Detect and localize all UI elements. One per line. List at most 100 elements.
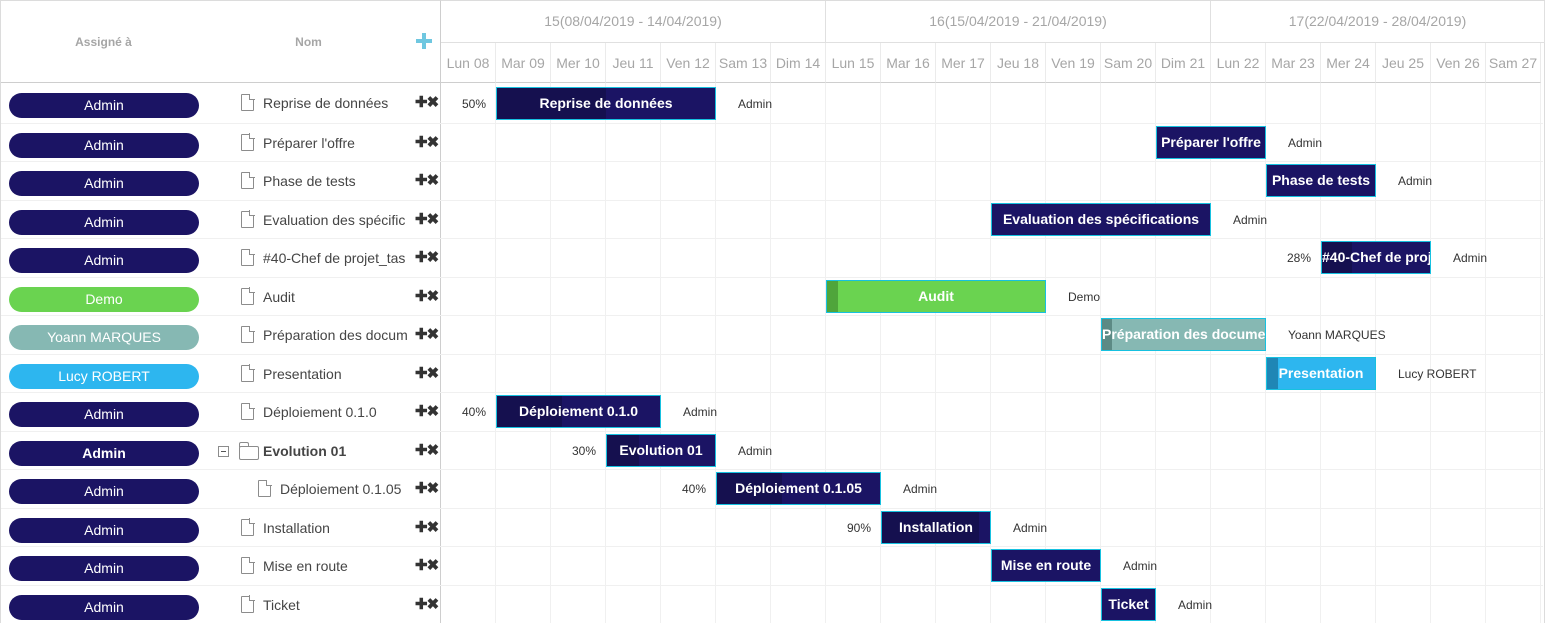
task-progress-text: 40% [461,405,486,419]
name-column-header[interactable]: Nom [295,35,322,49]
add-delete-icons[interactable]: ✚✖ [415,94,439,111]
task-bar-label: Reprise de données [539,95,673,111]
task-progress-fill [1267,357,1278,389]
task-bar[interactable]: Evolution 01 [606,433,716,467]
task-bar[interactable]: Mise en route [991,549,1101,582]
task-assignee-label: Admin [683,405,718,419]
task-bar[interactable]: Installation [881,510,991,544]
task-progress-fill [1322,242,1353,273]
row-line [441,507,1543,509]
add-delete-icons[interactable]: ✚✖ [415,287,439,305]
assignee-badge: Admin [9,171,199,196]
task-assignee-label: Admin [738,97,773,111]
task-bar[interactable]: Evaluation des spécifications [991,202,1211,236]
add-delete-icons[interactable]: ✚✖ [415,403,439,420]
grid-line [1430,83,1431,623]
task-name[interactable]: #40-Chef de projet_tas [263,250,406,266]
table-row[interactable]: Admin Phase de tests ✚✖ [1,161,441,200]
task-bar[interactable]: Préparer l'offre [1156,125,1266,159]
table-row[interactable]: Lucy ROBERT Presentation ✚✖ [1,353,441,393]
collapse-icon[interactable] [218,445,229,457]
task-name[interactable]: Préparer l'offre [263,134,355,151]
week-header: 17(22/04/2019 - 28/04/2019) [1211,1,1545,43]
plus-icon[interactable] [415,32,433,50]
task-name[interactable]: Préparation des docum [263,327,408,343]
task-assignee-label: Admin [1288,135,1323,150]
add-delete-icons[interactable]: ✚✖ [415,441,439,459]
add-delete-icons[interactable]: ✚✖ [415,557,439,574]
grid-header: Assigné à Nom [1,1,441,83]
add-delete-icons[interactable]: ✚✖ [415,326,439,343]
grid-line [770,83,771,623]
task-name[interactable]: Evolution 01 [263,442,347,459]
task-name[interactable]: Phase de tests [263,173,356,189]
task-bar[interactable]: Préparation des documents [1101,318,1266,351]
add-delete-icons[interactable]: ✚✖ [415,210,439,228]
task-progress-fill [827,280,838,312]
task-bar[interactable]: #40-Chef de projet [1321,241,1431,274]
table-row[interactable]: Admin Déploiement 0.1.05 ✚✖ [1,469,441,508]
grid-line [990,83,991,623]
task-name[interactable]: Déploiement 0.1.0 [263,404,377,420]
add-delete-icons[interactable]: ✚✖ [415,249,439,266]
task-name[interactable]: Ticket [263,596,300,613]
task-name[interactable]: Reprise de données [263,95,389,111]
file-icon [241,518,255,536]
task-bar-label: Mise en route [1000,557,1092,573]
task-name[interactable]: Evaluation des spécific [263,211,406,228]
row-line [441,315,1543,316]
task-bar[interactable]: Phase de tests [1266,164,1376,197]
day-header: Jeu 18 [991,43,1046,83]
task-progress-fill [882,511,980,543]
grid-line [935,83,936,623]
row-line [441,430,1543,432]
table-row[interactable]: Admin #40-Chef de projet_tas ✚✖ [1,238,441,277]
task-name[interactable]: Mise en route [263,558,348,574]
table-row[interactable]: Admin Evolution 01 ✚✖ [1,430,441,470]
add-delete-icons[interactable]: ✚✖ [415,518,439,536]
table-row[interactable]: Admin Ticket ✚✖ [1,584,441,623]
day-header: Jeu 11 [606,43,661,83]
file-icon [241,248,255,266]
table-row[interactable]: Admin Déploiement 0.1.0 ✚✖ [1,392,441,431]
add-delete-icons[interactable]: ✚✖ [415,133,439,151]
grid-line [550,83,551,623]
assignee-badge: Admin [9,594,199,620]
task-bar-label: Déploiement 0.1.05 [735,480,862,496]
table-row[interactable]: Yoann MARQUES Préparation des docum ✚✖ [1,315,441,354]
task-bar[interactable]: Déploiement 0.1.05 [716,472,881,505]
day-header: Mer 24 [1321,43,1376,83]
add-delete-icons[interactable]: ✚✖ [415,480,439,497]
table-row[interactable]: Admin Evaluation des spécific ✚✖ [1,199,441,239]
add-delete-icons[interactable]: ✚✖ [415,172,439,189]
add-delete-icons[interactable]: ✚✖ [415,364,439,382]
assignee-badge: Admin [9,556,199,581]
task-bar[interactable]: Ticket [1101,587,1156,621]
task-name[interactable]: Audit [263,288,295,305]
table-row[interactable]: Admin Préparer l'offre ✚✖ [1,122,441,162]
table-row[interactable]: Admin Mise en route ✚✖ [1,546,441,585]
assignee-column-header[interactable]: Assigné à [75,35,132,49]
task-name[interactable]: Déploiement 0.1.05 [280,481,402,497]
grid-line [605,83,606,623]
task-bar[interactable]: Audit [826,279,1046,313]
add-delete-icons[interactable]: ✚✖ [415,595,439,613]
task-name[interactable]: Presentation [263,365,342,382]
row-line [441,353,1543,355]
task-name[interactable]: Installation [263,519,330,536]
file-icon [241,364,255,382]
task-bar-label: Evaluation des spécifications [1002,210,1200,227]
table-row[interactable]: Admin Installation ✚✖ [1,507,441,547]
task-bar[interactable]: Déploiement 0.1.0 [496,395,661,428]
task-progress-fill [1102,319,1112,350]
task-bar[interactable]: Presentation [1266,356,1376,390]
task-progress-fill [607,434,640,466]
file-icon [241,595,255,613]
day-header: Jeu 25 [1376,43,1431,83]
grid-line [1375,83,1376,623]
table-row[interactable]: Demo Audit ✚✖ [1,276,441,316]
task-assignee-label: Lucy ROBERT [1398,366,1477,381]
table-row[interactable]: Admin Reprise de données ✚✖ [1,84,441,123]
assignee-badge: Yoann MARQUES [9,325,199,350]
task-bar[interactable]: Reprise de données [496,87,716,120]
